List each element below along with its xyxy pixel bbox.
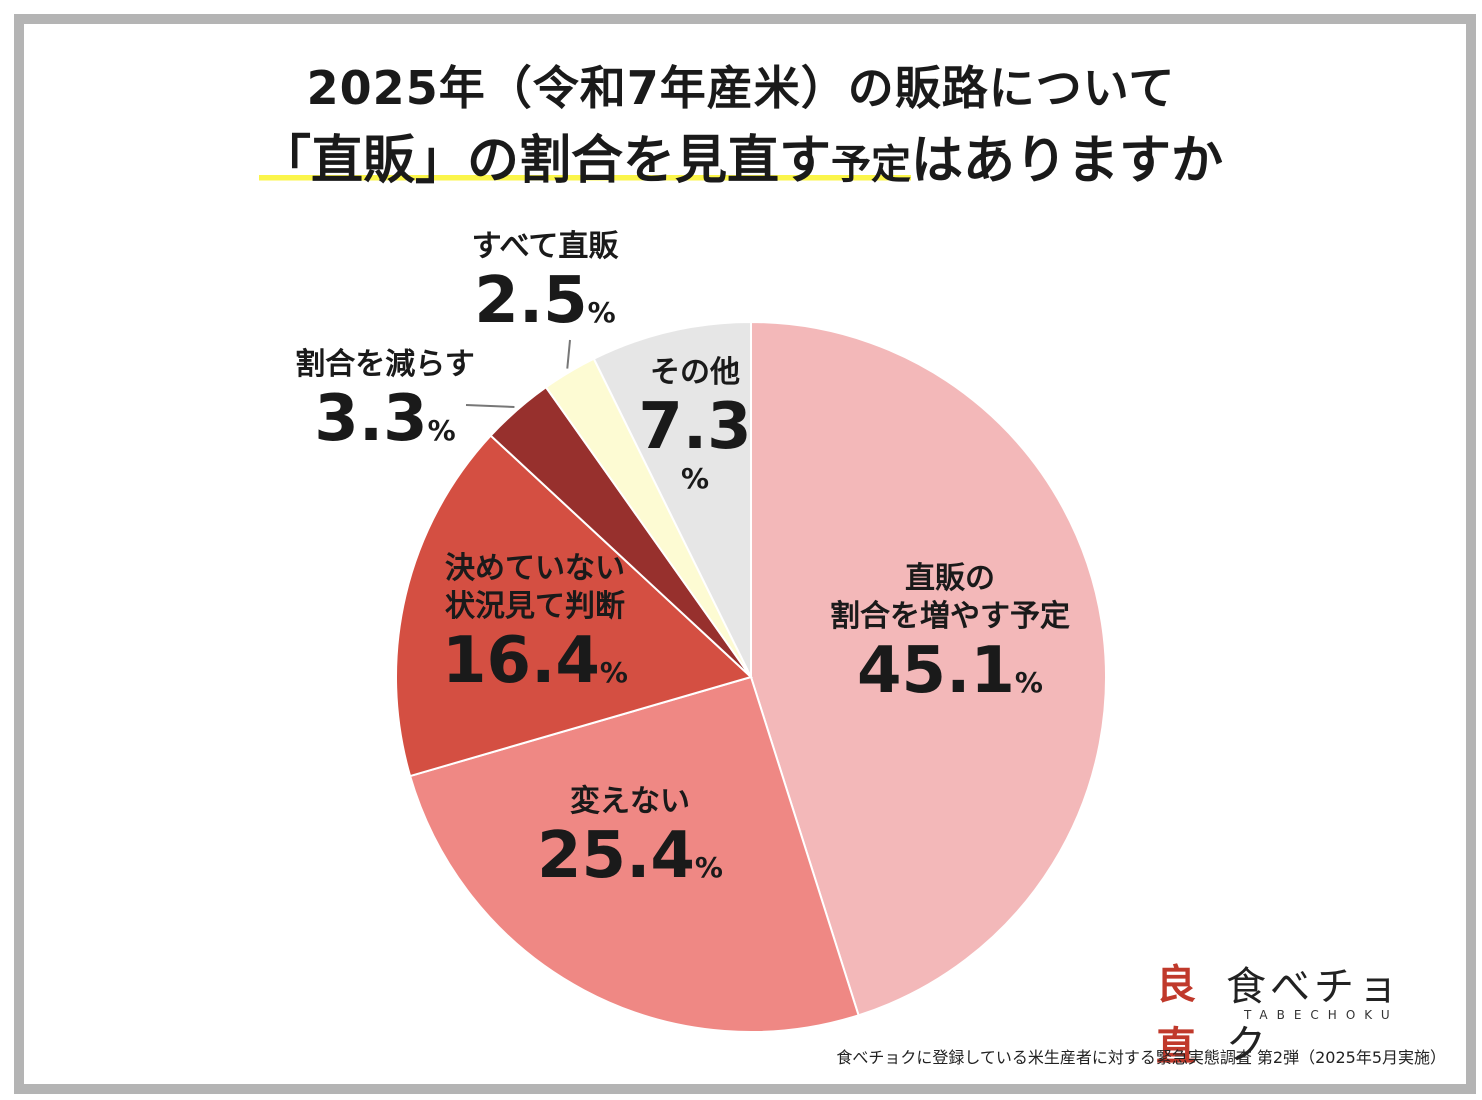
- pie-slice-5: [592, 320, 752, 678]
- slice-label-text: 直販の 割合を増やす予定: [830, 561, 1070, 634]
- slice-value: 3.3: [314, 382, 428, 456]
- slice-label-unchanged: 変えない 25.4%: [470, 783, 790, 891]
- chart-title-line1: 2025年（令和7年産米）の販路について: [306, 61, 1176, 115]
- title-highlight-small: 予定: [831, 142, 911, 188]
- footnote: 食べチョクに登録している米生産者に対する緊急実態調査 第2弾（2025年5月実施…: [836, 1048, 1446, 1067]
- slice-value: 25.4: [537, 819, 695, 893]
- pie-slice-2: [395, 434, 753, 778]
- logo-mark: 良直: [1156, 961, 1196, 1070]
- slice-label-text: すべて直販: [471, 229, 619, 264]
- percent-sign: %: [1014, 666, 1043, 699]
- slice-label-all-direct: すべて直販 2.5%: [420, 228, 670, 336]
- pie-slice-0: [750, 320, 1108, 1017]
- title-rest: はありますか: [911, 131, 1224, 191]
- title-highlight-big: 「直販」の割合を見直す: [258, 131, 831, 191]
- slice-value: 7.3: [638, 390, 752, 464]
- leader-line-3: [465, 404, 515, 408]
- slice-label-text: 割合を減らす: [295, 347, 475, 382]
- slice-value: 2.5: [474, 264, 588, 338]
- leader-line-4: [566, 339, 571, 369]
- slice-value: 45.1: [857, 634, 1015, 708]
- percent-sign: %: [694, 851, 723, 884]
- slice-label-text: その他: [650, 355, 740, 390]
- logo-roman: TABECHOKU: [1244, 1008, 1399, 1022]
- slice-label-decrease: 割合を減らす 3.3%: [260, 346, 510, 454]
- slice-label-undecided: 決めていない 状況見て判断 16.4%: [390, 550, 680, 696]
- pie-slice-1: [408, 675, 860, 1033]
- chart-title-line2: 「直販」の割合を見直す予定はありますか: [0, 118, 1482, 193]
- slice-value: 16.4: [442, 624, 600, 698]
- slice-label-text: 変えない: [570, 784, 690, 819]
- slice-label-increase: 直販の 割合を増やす予定 45.1%: [790, 560, 1110, 706]
- logo-name: 食べチョク: [1226, 964, 1402, 1068]
- tabechoku-logo: 良直 食べチョク TABECHOKU: [1140, 948, 1430, 1070]
- slice-label-text: 決めていない 状況見て判断: [445, 551, 625, 624]
- percent-sign: %: [680, 462, 710, 495]
- percent-sign: %: [587, 296, 616, 329]
- percent-sign: %: [427, 414, 456, 447]
- title-highlight: 「直販」の割合を見直す予定: [258, 131, 911, 191]
- slice-label-other: その他 7.3 %: [630, 354, 760, 496]
- percent-sign: %: [599, 656, 628, 689]
